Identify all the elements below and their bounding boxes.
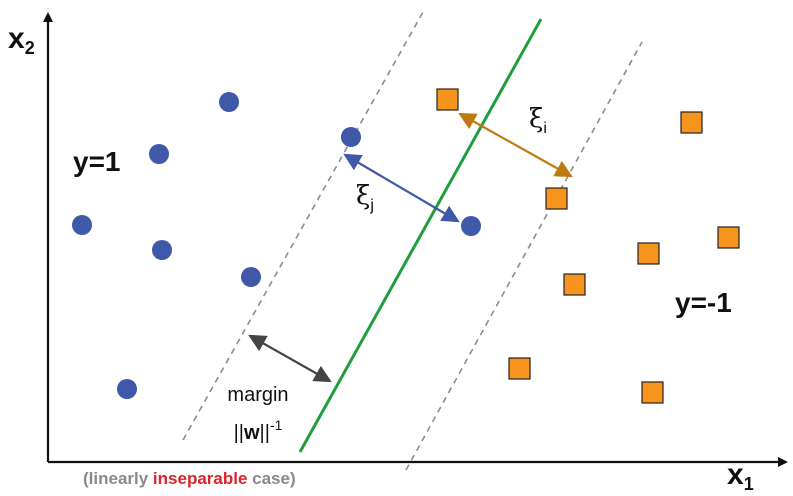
margin-line-left	[182, 11, 424, 441]
caption-before: (linearly	[83, 469, 153, 488]
margin-label-w: w	[243, 422, 260, 444]
negative-point	[637, 242, 660, 265]
positive-point	[117, 379, 137, 399]
positive-class-label: y=1	[73, 146, 121, 177]
xi-j-symbol: ξ	[356, 181, 371, 211]
negative-point	[641, 381, 664, 404]
negative-class-label: y=-1	[675, 287, 732, 318]
positive-point	[149, 144, 169, 164]
positive-point	[152, 240, 172, 260]
caption-highlight: inseparable	[152, 469, 248, 488]
margin-label-exponent: -1	[269, 417, 283, 433]
margin-arrow	[248, 334, 332, 383]
negative-points	[436, 88, 740, 404]
negative-point	[680, 111, 703, 134]
negative-point	[436, 88, 459, 111]
positive-point-misclassified	[461, 216, 481, 236]
x-axis-label: x1	[727, 458, 754, 495]
margin-label-text: margin	[227, 384, 289, 406]
positive-points	[72, 92, 481, 399]
caption-after: case)	[247, 469, 296, 488]
xi-i-sub: i	[543, 120, 547, 137]
margin-label: margin ||w||-1	[213, 380, 303, 448]
negative-point	[508, 357, 531, 380]
positive-point	[219, 92, 239, 112]
positive-point	[341, 127, 361, 147]
xi-i-arrow	[458, 112, 573, 178]
xi-j-label: ξj	[356, 181, 374, 215]
positive-point	[241, 267, 261, 287]
xi-j-arrow	[343, 153, 460, 223]
negative-point	[563, 273, 586, 296]
y-axis-label-var: x	[8, 22, 25, 55]
positive-point	[72, 215, 92, 235]
xi-i-label: ξi	[529, 104, 547, 138]
y-axis-label-sub: 2	[24, 38, 35, 58]
margin-label-formula: ||w||-1	[233, 417, 283, 444]
negative-point	[717, 226, 740, 249]
xi-i-symbol: ξ	[529, 104, 544, 134]
y-axis-label: x2	[8, 22, 35, 59]
hyperplane	[298, 18, 543, 453]
xi-j-sub: j	[370, 197, 374, 214]
x-axis-label-var: x	[727, 458, 744, 491]
negative-point-slack	[545, 187, 568, 210]
caption: (linearly inseparable case)	[83, 469, 296, 489]
margin-line-right	[405, 41, 643, 471]
x-axis-label-sub: 1	[743, 474, 754, 494]
